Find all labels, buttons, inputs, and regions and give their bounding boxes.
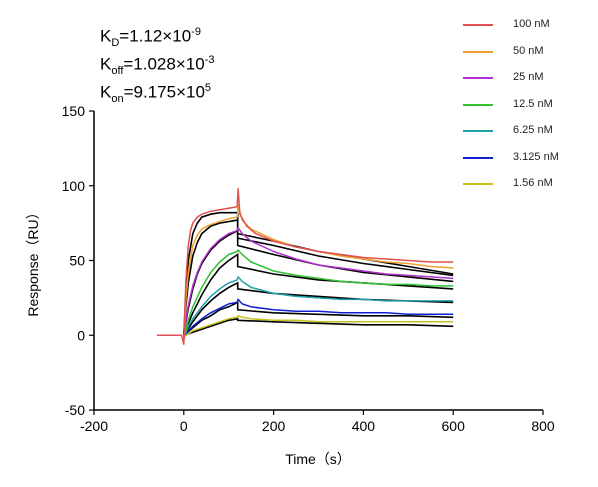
y-tick-label: 150 (62, 103, 86, 119)
x-tick-label: -200 (80, 418, 108, 434)
legend-label: 100 nM (513, 18, 550, 30)
legend-swatch (463, 130, 493, 132)
legend-item: 12.5 nM (463, 98, 593, 125)
legend-swatch (463, 183, 493, 185)
x-axis-title: Time（s） (285, 451, 351, 467)
legend-item: 100 nM (463, 18, 593, 45)
series-line (183, 276, 454, 339)
legend-swatch (463, 103, 493, 106)
series-line (183, 298, 454, 338)
legend-label: 25 nM (513, 71, 544, 83)
legend-item: 6.25 nM (463, 124, 593, 151)
legend-item: 1.56 nM (463, 177, 593, 204)
x-tick-label: 0 (180, 418, 188, 434)
legend-label: 12.5 nM (513, 97, 553, 110)
legend-label: 50 nM (513, 44, 544, 57)
legend-item: 25 nM (463, 71, 593, 98)
x-tick-label: 200 (262, 418, 286, 434)
legend-item: 3.125 nM (463, 151, 593, 178)
koff-label: Koff=1.028×10-3 (100, 54, 215, 78)
fit-curve (183, 229, 454, 336)
y-tick-label: -50 (65, 402, 85, 418)
legend-swatch (463, 24, 493, 26)
x-tick-label: 400 (352, 418, 376, 434)
series-line (183, 249, 454, 340)
fit-curve (183, 219, 454, 336)
kon-label: Kon=9.175×105 (100, 82, 212, 106)
legend-label: 1.56 nM (513, 177, 553, 189)
series-line (183, 226, 454, 340)
legend-label: 3.125 nM (513, 150, 559, 163)
fit-curve (183, 301, 454, 336)
series-line (156, 187, 454, 345)
legend-swatch (463, 156, 493, 159)
series-line (183, 315, 454, 338)
y-tick-label: 50 (69, 253, 85, 269)
legend-swatch (463, 77, 493, 79)
y-axis-title: Response（RU） (25, 205, 41, 316)
fit-curve (183, 211, 454, 336)
legend-item: 50 nM (463, 45, 593, 72)
x-tick-label: 800 (531, 418, 555, 434)
legend: 100 nM 50 nM 25 nM 12.5 nM 6.25 nM 3.125 nM 1.… (463, 18, 593, 204)
legend-label: 6.25 nM (513, 124, 553, 136)
y-tick-label: 0 (77, 327, 85, 343)
kd-label: KD=1.12×10-9 (100, 26, 201, 50)
y-tick-label: 100 (62, 178, 86, 194)
sensorgram-series (156, 187, 454, 345)
fit-curve (183, 317, 454, 337)
x-tick-label: 600 (442, 418, 466, 434)
fit-curves (183, 211, 454, 337)
axes: -50 0 50 100 150 -200 0 200 400 600 800 (62, 103, 555, 434)
legend-swatch (463, 50, 493, 53)
